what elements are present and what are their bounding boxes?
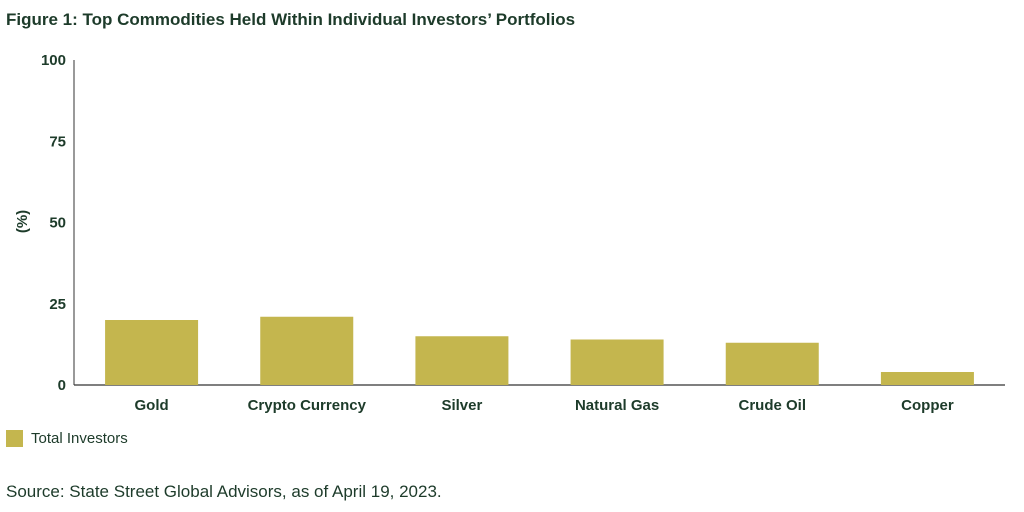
bar-silver bbox=[415, 336, 509, 385]
x-tick-label: Crude Oil bbox=[738, 397, 806, 414]
y-tick-label: 25 bbox=[49, 296, 66, 313]
legend-swatch bbox=[6, 430, 23, 447]
y-axis-label: (%) bbox=[14, 210, 31, 233]
y-tick-label: 100 bbox=[41, 52, 66, 69]
bar-crude-oil bbox=[725, 342, 819, 385]
y-tick-label: 75 bbox=[49, 133, 66, 150]
bar-natural-gas bbox=[570, 339, 664, 385]
x-tick-label: Crypto Currency bbox=[248, 397, 367, 414]
x-tick-label: Silver bbox=[441, 397, 482, 414]
y-tick-label: 50 bbox=[49, 215, 66, 232]
x-tick-label: Natural Gas bbox=[575, 397, 659, 414]
y-tick-label: 0 bbox=[58, 377, 66, 394]
x-tick-label: Copper bbox=[901, 397, 954, 414]
bar-crypto-currency bbox=[260, 316, 354, 385]
x-tick-label: Gold bbox=[134, 397, 168, 414]
bar-copper bbox=[880, 372, 974, 385]
legend-label: Total Investors bbox=[31, 430, 128, 447]
source-note: Source: State Street Global Advisors, as… bbox=[6, 482, 442, 501]
chart-title: Figure 1: Top Commodities Held Within In… bbox=[6, 10, 576, 29]
bar-gold bbox=[105, 320, 199, 385]
legend: Total Investors bbox=[6, 430, 128, 447]
